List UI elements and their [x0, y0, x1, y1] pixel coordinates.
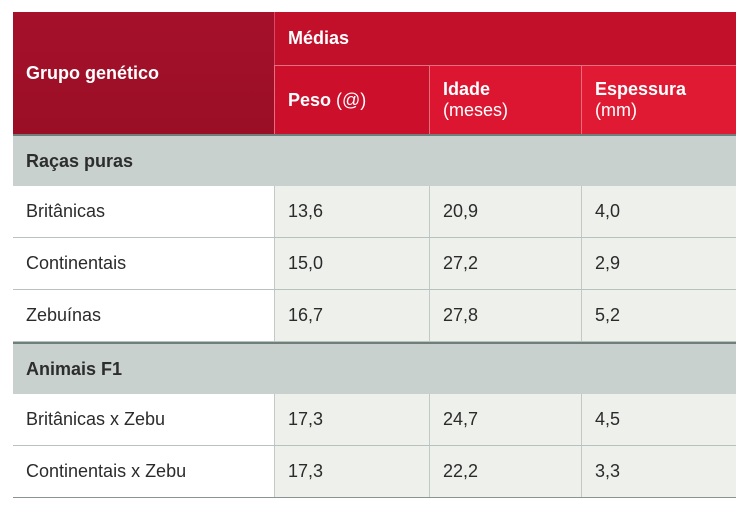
cell-peso: 16,7: [274, 290, 429, 341]
table-row: Britânicas x Zebu 17,3 24,7 4,5: [13, 394, 736, 446]
cell-espessura: 2,9: [581, 238, 736, 289]
cell-espessura: 3,3: [581, 446, 736, 497]
row-label: Britânicas: [13, 186, 274, 237]
header-peso-unit: (@): [336, 89, 367, 110]
header-medias: Médias: [274, 12, 736, 65]
cell-peso: 17,3: [274, 446, 429, 497]
cell-peso: 13,6: [274, 186, 429, 237]
cell-peso: 17,3: [274, 394, 429, 445]
table-row: Continentais 15,0 27,2 2,9: [13, 238, 736, 290]
table-row: Zebuínas 16,7 27,8 5,2: [13, 290, 736, 342]
cell-idade: 22,2: [429, 446, 581, 497]
cell-espessura: 5,2: [581, 290, 736, 341]
cell-espessura: 4,0: [581, 186, 736, 237]
header-espessura-label: Espessura: [595, 79, 687, 99]
header-peso-label: Peso: [288, 89, 332, 110]
table-header: Grupo genético Médias Peso (@) Idade (me…: [13, 12, 736, 134]
header-idade: Idade (meses): [429, 65, 581, 134]
header-idade-unit: (meses): [443, 100, 509, 120]
header-idade-label: Idade: [443, 79, 491, 99]
row-label: Continentais: [13, 238, 274, 289]
header-espessura: Espessura (mm): [581, 65, 736, 134]
data-table: Grupo genético Médias Peso (@) Idade (me…: [13, 12, 736, 498]
row-label: Continentais x Zebu: [13, 446, 274, 497]
cell-idade: 20,9: [429, 186, 581, 237]
cell-idade: 24,7: [429, 394, 581, 445]
table-row: Britânicas 13,6 20,9 4,0: [13, 186, 736, 238]
row-label: Britânicas x Zebu: [13, 394, 274, 445]
header-peso: Peso (@): [274, 65, 429, 134]
cell-peso: 15,0: [274, 238, 429, 289]
section-animais-f1: Animais F1: [13, 342, 736, 394]
cell-espessura: 4,5: [581, 394, 736, 445]
cell-idade: 27,2: [429, 238, 581, 289]
header-espessura-unit: (mm): [595, 100, 637, 120]
table-row: Continentais x Zebu 17,3 22,2 3,3: [13, 446, 736, 498]
row-label: Zebuínas: [13, 290, 274, 341]
section-racas-puras: Raças puras: [13, 134, 736, 186]
cell-idade: 27,8: [429, 290, 581, 341]
header-group-genetico: Grupo genético: [13, 12, 274, 134]
